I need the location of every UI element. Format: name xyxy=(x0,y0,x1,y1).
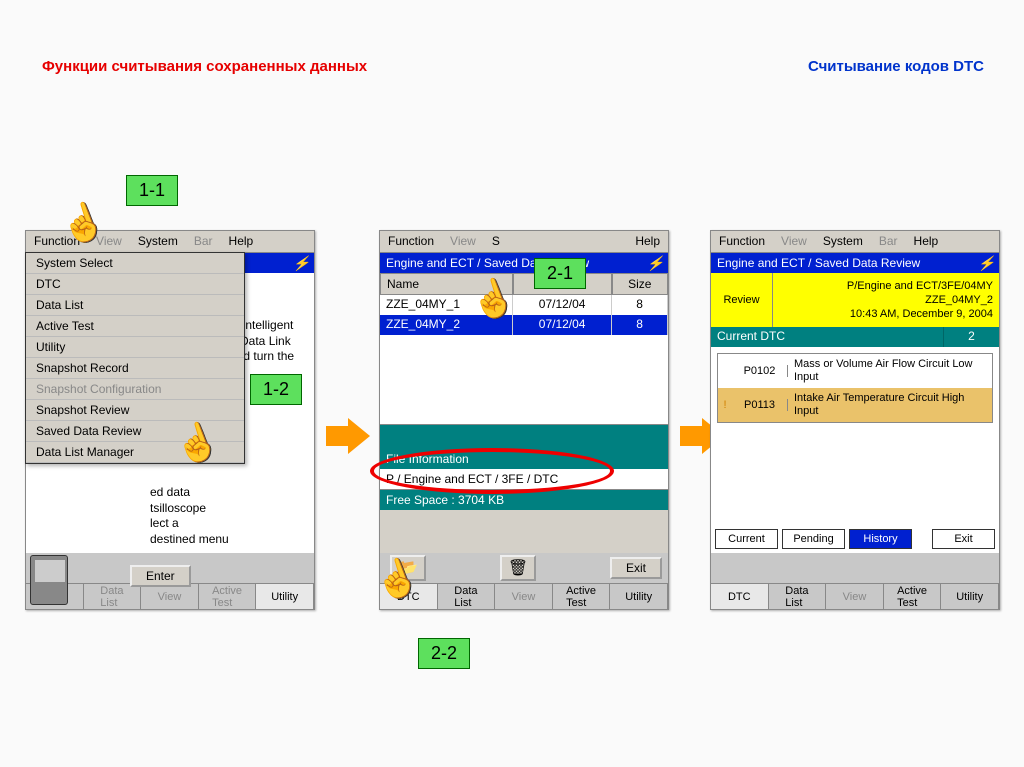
menu-system[interactable]: System xyxy=(815,231,871,252)
device-screen-3: Function View System Bar Help Engine and… xyxy=(710,230,1000,610)
tab-activetest[interactable]: Active Test xyxy=(199,584,257,609)
filter-row: Current Pending History Exit xyxy=(711,525,999,553)
table-row[interactable]: ZZE_04MY_107/12/048 xyxy=(380,295,668,315)
menu-function[interactable]: Function xyxy=(26,231,88,252)
function-dropdown: System SelectDTCData ListActive TestUtil… xyxy=(25,252,245,464)
dtc-row[interactable]: !P0113Intake Air Temperature Circuit Hig… xyxy=(718,388,992,422)
menubar: Function View System Bar Help xyxy=(26,231,314,253)
menu-item[interactable]: Snapshot Review xyxy=(26,400,244,421)
menu-item[interactable]: Snapshot Configuration xyxy=(26,379,244,400)
filter-current-button[interactable]: Current xyxy=(715,529,778,549)
free-space: Free Space : 3704 KB xyxy=(380,490,668,510)
tab-view[interactable]: View xyxy=(826,584,884,609)
menu-item[interactable]: Data List Manager xyxy=(26,442,244,463)
menu-item[interactable]: Data List xyxy=(26,295,244,316)
menu-view[interactable]: View xyxy=(88,231,130,252)
menu-item[interactable]: Utility xyxy=(26,337,244,358)
dtc-section-header: Current DTC 2 xyxy=(711,327,999,347)
open-folder-button[interactable]: 📂 xyxy=(390,555,426,581)
menubar: Function View S Help xyxy=(380,231,668,253)
bolt-icon: ⚡ xyxy=(647,255,664,272)
menu-function[interactable]: Function xyxy=(380,231,442,252)
bolt-icon: ⚡ xyxy=(978,255,995,272)
page-heading-left: Функции считывания сохраненных данных xyxy=(42,58,367,75)
tab-utility[interactable]: Utility xyxy=(256,584,314,609)
menu-help[interactable]: Help xyxy=(906,231,947,252)
filter-history-button[interactable]: History xyxy=(849,529,912,549)
filter-pending-button[interactable]: Pending xyxy=(782,529,845,549)
menubar: Function View System Bar Help xyxy=(711,231,999,253)
menu-item[interactable]: Active Test xyxy=(26,316,244,337)
menu-item[interactable]: Saved Data Review xyxy=(26,421,244,442)
dtc-row[interactable]: P0102Mass or Volume Air Flow Circuit Low… xyxy=(718,354,992,388)
tab-utility[interactable]: Utility xyxy=(941,584,999,609)
menu-help[interactable]: Help xyxy=(627,231,668,252)
step-label-2-1: 2-1 xyxy=(534,258,586,289)
tab-activetest[interactable]: Active Test xyxy=(884,584,942,609)
enter-button[interactable]: Enter xyxy=(130,565,191,587)
step-label-2-2: 2-2 xyxy=(418,638,470,669)
tab-utility[interactable]: Utility xyxy=(610,584,668,609)
menu-view[interactable]: View xyxy=(773,231,815,252)
menu-item[interactable]: Snapshot Record xyxy=(26,358,244,379)
menu-system[interactable]: S xyxy=(484,231,508,252)
review-header: Review P/Engine and ECT/3FE/04MY ZZE_04M… xyxy=(711,273,999,327)
tab-dtc[interactable]: DTC xyxy=(711,584,769,609)
bolt-icon: ⚡ xyxy=(293,255,310,272)
page-heading-right: Считывание кодов DTC xyxy=(808,58,984,75)
exit-button[interactable]: Exit xyxy=(610,557,662,579)
delete-button[interactable]: 🗑 xyxy=(500,555,536,581)
step-label-1-2: 1-2 xyxy=(250,374,302,405)
menu-bar[interactable]: Bar xyxy=(186,231,221,252)
exit-button[interactable]: Exit xyxy=(932,529,995,549)
tab-view[interactable]: View xyxy=(495,584,553,609)
device-screen-2: Function View S Help Engine and ECT / Sa… xyxy=(379,230,669,610)
menu-view[interactable]: View xyxy=(442,231,484,252)
bottom-tabs: DTC Data List View Active Test Utility xyxy=(711,583,999,609)
menu-item[interactable]: DTC xyxy=(26,274,244,295)
titlebar: Engine and ECT / Saved Data Review⚡ xyxy=(380,253,668,273)
file-path: P / Engine and ECT / 3FE / DTC xyxy=(380,469,668,490)
tab-datalist[interactable]: Data List xyxy=(84,584,142,609)
tab-dtc[interactable]: DTC xyxy=(380,584,438,609)
menu-item[interactable]: System Select xyxy=(26,253,244,274)
tab-view[interactable]: View xyxy=(141,584,199,609)
tab-activetest[interactable]: Active Test xyxy=(553,584,611,609)
menu-help[interactable]: Help xyxy=(221,231,262,252)
review-label: Review xyxy=(711,273,773,327)
arrow-right-icon xyxy=(348,418,370,454)
col-size[interactable]: Size xyxy=(612,273,668,295)
menu-system[interactable]: System xyxy=(130,231,186,252)
device-thumbnail-icon xyxy=(30,555,68,605)
tab-datalist[interactable]: Data List xyxy=(438,584,496,609)
titlebar: Engine and ECT / Saved Data Review⚡ xyxy=(711,253,999,273)
menu-function[interactable]: Function xyxy=(711,231,773,252)
info-text-2: ed data tsilloscope lect a destined menu xyxy=(150,485,302,547)
col-name[interactable]: Name xyxy=(380,273,513,295)
menu-bar[interactable]: Bar xyxy=(871,231,906,252)
file-info-header: File Information xyxy=(380,449,668,469)
step-label-1-1: 1-1 xyxy=(126,175,178,206)
table-row[interactable]: ZZE_04MY_207/12/048 xyxy=(380,315,668,335)
bottom-tabs: DTC Data List View Active Test Utility xyxy=(380,583,668,609)
tab-datalist[interactable]: Data List xyxy=(769,584,827,609)
table-header: Name Date Size xyxy=(380,273,668,295)
